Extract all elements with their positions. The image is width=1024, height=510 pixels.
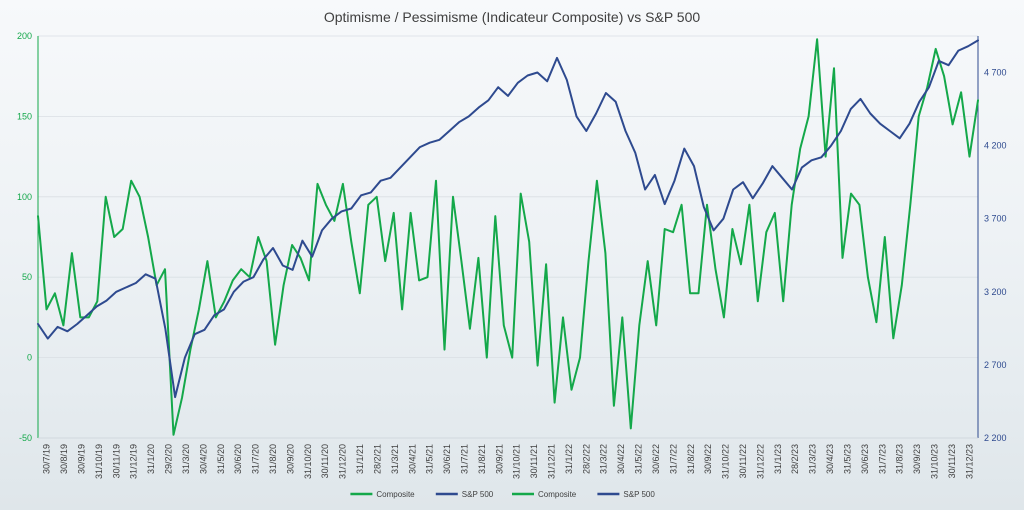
x-axis-tick-label: 30/4/23 (825, 444, 835, 474)
x-axis-tick-label: 28/2/22 (581, 444, 591, 474)
legend-label: Composite (376, 490, 415, 499)
legend: Composite S&P 500 Composite S&P 500 (350, 490, 655, 499)
x-axis-tick-label: 31/5/22 (634, 444, 644, 474)
x-axis-tick-label: 31/5/20 (216, 444, 226, 474)
x-axis-tick-label: 31/7/22 (668, 444, 678, 474)
x-axis-tick-label: 30/9/23 (912, 444, 922, 474)
left-axis-tick-label: 0 (27, 353, 32, 363)
left-axis-tick-label: -50 (19, 433, 32, 443)
x-axis-tick-label: 31/12/23 (964, 444, 974, 479)
x-axis-tick-label: 30/6/21 (442, 444, 452, 474)
x-axis-tick-label: 30/4/20 (198, 444, 208, 474)
x-axis-tick-label: 31/8/21 (477, 444, 487, 474)
x-axis-tick-label: 30/6/22 (651, 444, 661, 474)
left-axis-tick-label: 100 (17, 192, 32, 202)
x-axis-tick-label: 31/7/21 (459, 444, 469, 474)
legend-label: Composite (538, 490, 577, 499)
x-axis-tick-label: 30/7/19 (42, 444, 52, 474)
left-axis-tick-label: 50 (22, 272, 32, 282)
right-axis-tick-label: 2 200 (984, 433, 1007, 443)
x-axis-tick-label: 31/12/20 (338, 444, 348, 479)
x-axis-tick-label: 31/10/19 (94, 444, 104, 479)
right-axis-tick-label: 2 700 (984, 360, 1007, 370)
x-axis-tick-label: 31/10/20 (303, 444, 313, 479)
x-axis-tick-label: 31/3/20 (181, 444, 191, 474)
x-axis-tick-label: 30/11/22 (738, 444, 748, 478)
legend-label: S&P 500 (623, 490, 655, 499)
x-axis-tick-label: 30/4/21 (407, 444, 417, 474)
x-axis-tick-label: 28/2/21 (372, 444, 382, 474)
x-axis-tick-label: 30/11/23 (947, 444, 957, 478)
x-axis-tick-label: 31/3/21 (390, 444, 400, 474)
x-axis-tick-label: 31/5/21 (425, 444, 435, 474)
left-axis-tick-label: 200 (17, 31, 32, 41)
composite-series-line (37, 38, 979, 436)
right-axis-tick-label: 3 700 (984, 214, 1007, 224)
x-axis-tick-label: 31/3/22 (599, 444, 609, 474)
x-axis-tick-label: 31/1/21 (355, 444, 365, 474)
x-axis-tick-label: 30/6/20 (233, 444, 243, 474)
x-axis-tick-label: 30/11/20 (320, 444, 330, 478)
x-axis-tick-label: 30/4/22 (616, 444, 626, 474)
x-axis-tick-label: 31/1/22 (564, 444, 574, 474)
right-axis-tick-label: 4 200 (984, 141, 1007, 151)
x-axis-tick-label: 30/9/21 (494, 444, 504, 474)
x-axis-tick-label: 30/8/19 (59, 444, 69, 474)
x-axis-tick-label: 31/1/20 (146, 444, 156, 474)
x-axis-tick-label: 30/9/22 (703, 444, 713, 474)
x-axis-tick-label: 31/10/22 (721, 444, 731, 479)
right-axis-tick-label: 3 200 (984, 287, 1007, 297)
x-axis-tick-label: 31/3/23 (808, 444, 818, 474)
x-axis-tick-label: 31/7/20 (251, 444, 261, 474)
x-axis-tick-label: 30/9/20 (285, 444, 295, 474)
left-axis-tick-label: 150 (17, 111, 32, 121)
x-axis-tick-label: 31/12/19 (129, 444, 139, 479)
sp500-series-line (37, 39, 979, 399)
x-axis-tick-label: 30/9/19 (77, 444, 87, 474)
legend-label: S&P 500 (462, 490, 494, 499)
x-axis-tick-label: 31/8/22 (686, 444, 696, 474)
chart-title: Optimisme / Pessimisme (Indicateur Compo… (324, 9, 701, 25)
x-axis-tick-label: 30/11/21 (529, 444, 539, 478)
x-axis-tick-label: 31/5/23 (842, 444, 852, 474)
x-axis-tick-label: 31/10/21 (512, 444, 522, 479)
x-axis-tick-label: 31/12/22 (755, 444, 765, 479)
x-axis-tick-label: 31/7/23 (877, 444, 887, 474)
x-axis-tick-label: 31/8/20 (268, 444, 278, 474)
x-axis-tick-label: 31/10/23 (929, 444, 939, 479)
axes: -50 0 50 100 150 200 2 200 2 700 3 200 3 700 4 200… (17, 31, 1007, 479)
x-axis-tick-label: 31/12/21 (547, 444, 557, 479)
x-axis-tick-label: 29/2/20 (164, 444, 174, 474)
x-axis-tick-label: 28/2/23 (790, 444, 800, 474)
x-axis-tick-label: 30/11/19 (111, 444, 121, 478)
right-axis-tick-label: 4 700 (984, 68, 1007, 78)
x-axis-tick-label: 31/1/23 (773, 444, 783, 474)
x-axis-tick-label: 30/6/23 (860, 444, 870, 474)
x-axis-tick-label: 31/8/23 (895, 444, 905, 474)
series-lines (37, 38, 979, 436)
